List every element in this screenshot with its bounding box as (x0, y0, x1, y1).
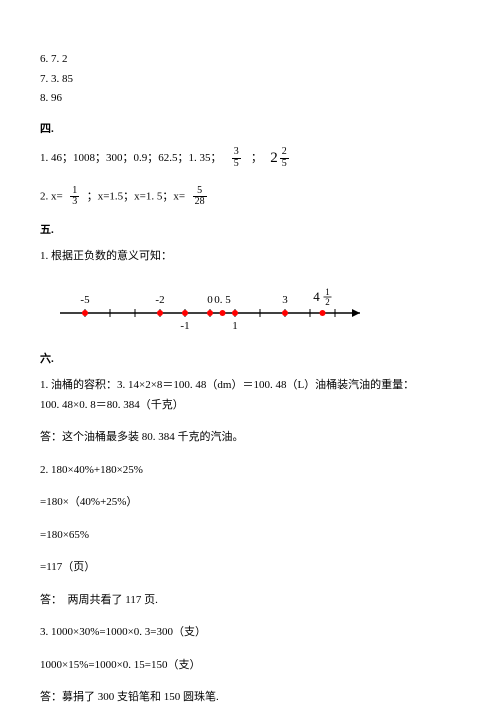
fraction-3-5: 35 (232, 147, 241, 169)
svg-text:0: 0 (207, 294, 213, 306)
svg-text:3: 3 (282, 294, 288, 306)
s4-r2-b: ；x=1.5；x=1. 5；x= (87, 190, 185, 202)
ans-8: 8. 96 (40, 90, 460, 107)
svg-text:-5: -5 (80, 294, 90, 306)
s6-2c: =180×65% (40, 527, 460, 544)
section-6-title: 六. (40, 351, 460, 368)
s4-row1: 1. 46；1008；300；0.9；62.5；1. 35； 35 ； 225 (40, 147, 460, 170)
svg-text:-2: -2 (155, 294, 164, 306)
svg-text:1: 1 (325, 287, 330, 297)
ans-7: 7. 3. 85 (40, 71, 460, 88)
svg-text:0. 5: 0. 5 (214, 294, 231, 306)
svg-text:1: 1 (232, 320, 238, 332)
s6-2e: 答： 两周共看了 117 页. (40, 592, 460, 609)
fraction-1-3: 13 (70, 186, 79, 208)
s6-2b: =180×（40%+25%） (40, 494, 460, 511)
s4-row2: 2. x= 13 ；x=1.5；x=1. 5；x= 528 (40, 186, 460, 208)
s6-1b: 100. 48×0. 8＝80. 384（千克） (40, 397, 460, 414)
svg-text:2: 2 (325, 297, 330, 307)
s6-2d: =117（页） (40, 559, 460, 576)
svg-text:-1: -1 (180, 320, 189, 332)
s6-3a: 3. 1000×30%=1000×0. 3=300（支） (40, 624, 460, 641)
fraction-5-28: 528 (193, 186, 207, 208)
number-line: -5-200. 53412-11 (40, 277, 380, 337)
s6-3b: 1000×15%=1000×0. 15=150（支） (40, 657, 460, 674)
sep: ； (251, 152, 262, 164)
s4-r1-text: 1. 46；1008；300；0.9；62.5；1. 35； (40, 152, 222, 164)
svg-text:4: 4 (313, 289, 320, 304)
s6-3c: 答：募捐了 300 支铅笔和 150 圆珠笔. (40, 689, 460, 706)
section-4-title: 四. (40, 121, 460, 138)
s4-r2-a: 2. x= (40, 190, 63, 202)
s6-1a: 1. 油桶的容积：3. 14×2×8＝100. 48（dm）＝100. 48（L… (40, 377, 460, 394)
s6-1c: 答：这个油桶最多装 80. 384 千克的汽油。 (40, 429, 460, 446)
s5-line1: 1. 根据正负数的意义可知： (40, 248, 460, 265)
mixed-2-2-5: 225 (270, 147, 291, 170)
ans-6: 6. 7. 2 (40, 51, 460, 68)
section-5-title: 五. (40, 222, 460, 239)
s6-2a: 2. 180×40%+180×25% (40, 462, 460, 479)
